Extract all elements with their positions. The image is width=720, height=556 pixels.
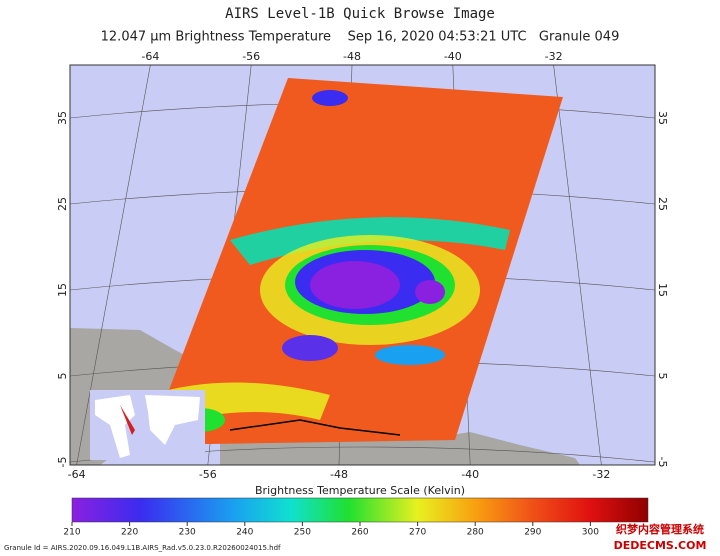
lat-label: 5 — [56, 373, 69, 380]
colorbar-tick-label: 290 — [524, 528, 541, 538]
lon-label: -56 — [199, 468, 217, 481]
map-frame — [69, 64, 656, 466]
lat-label: 35 — [56, 111, 69, 125]
watermark: 织梦内容管理系统 — [616, 522, 704, 536]
granule-id: Granule Id = AIRS.2020.09.16.049.L1B.AIR… — [4, 544, 281, 552]
colorbar-tick-label: 250 — [294, 528, 311, 538]
coastline — [229, 419, 401, 436]
lon-label: -56 — [242, 50, 260, 63]
cloud-features — [150, 90, 510, 432]
title: AIRS Level-1B Quick Browse Image — [225, 6, 495, 22]
lon-label: -48 — [330, 468, 348, 481]
colorbar-tick-label: 240 — [236, 528, 253, 538]
lat-label: 15 — [56, 283, 69, 297]
lon-label: -40 — [461, 468, 479, 481]
lat-label: 25 — [56, 197, 69, 211]
colorbar-tick-label: 280 — [467, 528, 484, 538]
lat-label: 5 — [656, 373, 669, 380]
subtitle: 12.047 μm Brightness Temperature Sep 16,… — [101, 30, 620, 45]
colorbar-tick-label: 270 — [409, 528, 426, 538]
meridian — [76, 65, 151, 465]
lat-label: 25 — [656, 197, 669, 211]
lat-label: -5 — [656, 457, 669, 468]
inset-globe — [90, 390, 205, 460]
colorbar-tick-label: 210 — [63, 528, 80, 538]
lon-label: -32 — [545, 50, 563, 63]
colorbar-tick-label: 260 — [351, 528, 368, 538]
lat-label: -5 — [56, 457, 69, 468]
colorbar — [71, 497, 649, 523]
lat-label: 15 — [656, 283, 669, 297]
lon-label: -64 — [68, 468, 86, 481]
colorbar-tick-label: 220 — [121, 528, 138, 538]
lon-label: -40 — [444, 50, 462, 63]
colorbar-title: Brightness Temperature Scale (Kelvin) — [255, 484, 465, 497]
colorbar-tick-label: 300 — [582, 528, 599, 538]
map — [70, 65, 655, 465]
watermark: DEDECMS.COM — [614, 539, 707, 552]
lat-label: 35 — [656, 111, 669, 125]
meridian — [553, 65, 602, 465]
lon-label: -64 — [141, 50, 159, 63]
lon-label: -32 — [592, 468, 610, 481]
colorbar-tick-label: 230 — [179, 528, 196, 538]
lon-label: -48 — [343, 50, 361, 63]
